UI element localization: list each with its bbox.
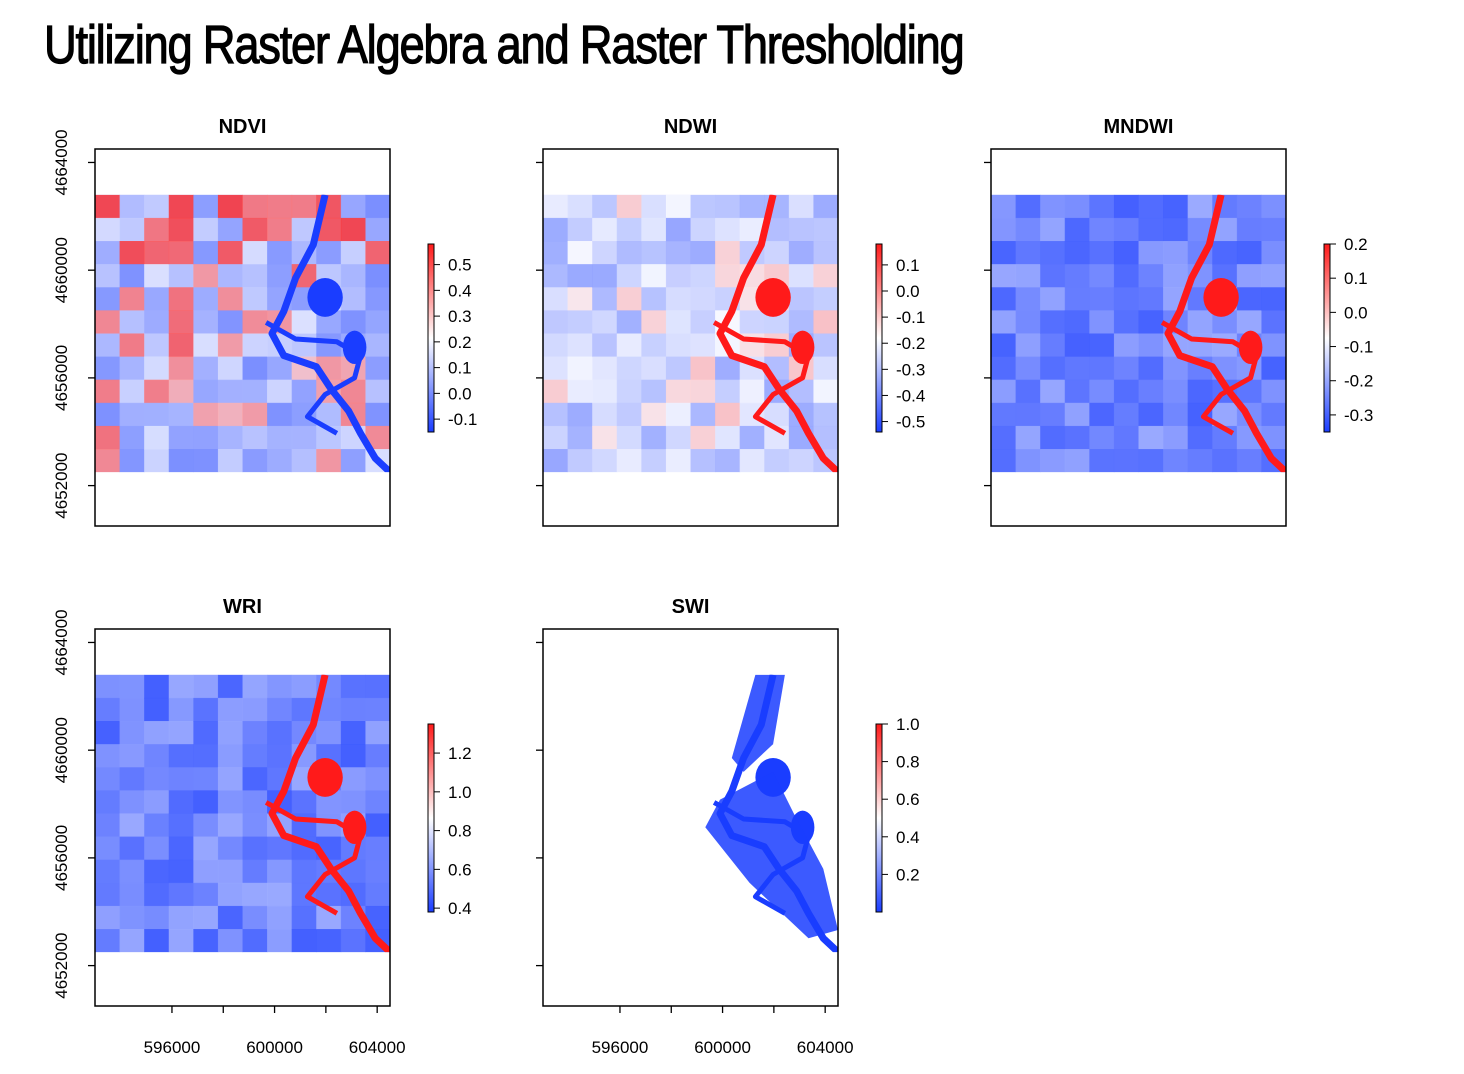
legend-label: 0.8 <box>896 753 920 772</box>
panel-ndwi: NDWI 0.1 0.0 -0.1 -0.2 -0.3 -0.4 -0.5 <box>536 116 925 527</box>
plot-frame <box>94 628 391 1007</box>
legend-label: 1.2 <box>448 744 472 763</box>
legend-label: 0.2 <box>896 865 920 884</box>
legend-label: -0.3 <box>896 360 925 379</box>
panel-title: NDVI <box>219 116 267 138</box>
river-meander <box>264 320 363 436</box>
river-channel <box>716 194 838 473</box>
legend-label: 0.0 <box>448 384 472 403</box>
panel-title: WRI <box>223 596 262 618</box>
lake <box>307 757 343 797</box>
panel-ndvi: NDVI 4652000 4656000 4660000 4664000 0.5 0.4 0.… <box>52 116 477 527</box>
raster-image <box>991 194 1286 473</box>
panel-title: SWI <box>672 596 710 618</box>
legend-colorbar <box>427 243 435 433</box>
y-tick-label: 4656000 <box>52 345 71 411</box>
x-tick-label: 596000 <box>592 1038 649 1057</box>
raster-image <box>543 674 838 953</box>
page-title: Utilizing Raster Algebra and Raster Thre… <box>43 14 965 75</box>
legend-label: 0.4 <box>448 899 472 918</box>
plot-frame <box>94 148 391 527</box>
y-tick-label: 4664000 <box>52 609 71 675</box>
y-tick-label: 4660000 <box>52 237 71 303</box>
legend-label: 0.6 <box>896 790 920 809</box>
plot-frame <box>542 628 839 1007</box>
panel-title: MNDWI <box>1104 116 1174 138</box>
legend-colorbar <box>875 243 883 433</box>
legend-label: 0.4 <box>448 281 472 300</box>
x-tick-label: 604000 <box>797 1038 854 1057</box>
lake <box>342 330 367 364</box>
x-tick-label: 596000 <box>144 1038 201 1057</box>
x-tick-label: 600000 <box>246 1038 303 1057</box>
legend-label: 0.3 <box>448 307 472 326</box>
legend-label: -0.2 <box>1344 372 1373 391</box>
legend-label: 0.1 <box>1344 269 1368 288</box>
legend-label: 0.5 <box>448 256 472 275</box>
panel-swi: SWI 596000 600000 604000 1.0 0.8 0.6 0.4 0.2 <box>536 596 920 1057</box>
legend-label: -0.1 <box>896 308 925 327</box>
lake <box>1203 277 1239 317</box>
lake <box>790 330 815 364</box>
legend-label: -0.1 <box>1344 338 1373 357</box>
river-meander <box>1160 320 1259 436</box>
lake <box>1238 330 1263 364</box>
legend-colorbar <box>1323 243 1331 433</box>
legend-label: -0.4 <box>896 386 925 405</box>
y-tick-label: 4664000 <box>52 129 71 195</box>
legend-label: 0.4 <box>896 828 920 847</box>
river-channel <box>268 194 390 473</box>
y-tick-label: 4660000 <box>52 717 71 783</box>
legend-label: 0.1 <box>896 256 920 275</box>
legend-label: 0.1 <box>448 359 472 378</box>
legend-label: 1.0 <box>448 783 472 802</box>
legend-colorbar <box>427 723 435 913</box>
y-tick-label: 4652000 <box>52 453 71 519</box>
x-tick-label: 600000 <box>694 1038 751 1057</box>
raster-image <box>95 194 390 473</box>
legend-label: 0.2 <box>1344 235 1368 254</box>
panel-wri: WRI 4652000 4656000 4660000 4664000 596000 600… <box>52 596 472 1057</box>
lake <box>342 810 367 844</box>
river-meander <box>264 800 363 916</box>
legend-label: -0.2 <box>896 334 925 353</box>
legend-label: 0.6 <box>448 860 472 879</box>
legend-label: 0.0 <box>1344 303 1368 322</box>
y-tick-label: 4652000 <box>52 933 71 999</box>
legend-label: 0.0 <box>896 282 920 301</box>
river-channel <box>1164 194 1286 473</box>
plot-frame <box>542 148 839 527</box>
legend-colorbar <box>875 723 883 913</box>
lake <box>755 277 791 317</box>
x-tick-label: 604000 <box>349 1038 406 1057</box>
legend-label: 0.2 <box>448 333 472 352</box>
panel-title: NDWI <box>664 116 717 138</box>
river-channel <box>268 674 390 953</box>
river-meander <box>712 320 811 436</box>
legend-label: 0.8 <box>448 822 472 841</box>
legend-label: -0.3 <box>1344 406 1373 425</box>
raster-image <box>543 194 838 473</box>
y-tick-label: 4656000 <box>52 825 71 891</box>
raster-image <box>95 674 390 953</box>
plot-frame <box>990 148 1287 527</box>
water-mask <box>731 674 785 772</box>
lake <box>307 277 343 317</box>
panel-mndwi: MNDWI 0.2 0.1 0.0 -0.1 -0.2 -0.3 <box>984 116 1373 527</box>
legend-label: -0.1 <box>448 410 477 429</box>
water-mask <box>705 771 838 939</box>
legend-label: -0.5 <box>896 413 925 432</box>
legend-label: 1.0 <box>896 715 920 734</box>
